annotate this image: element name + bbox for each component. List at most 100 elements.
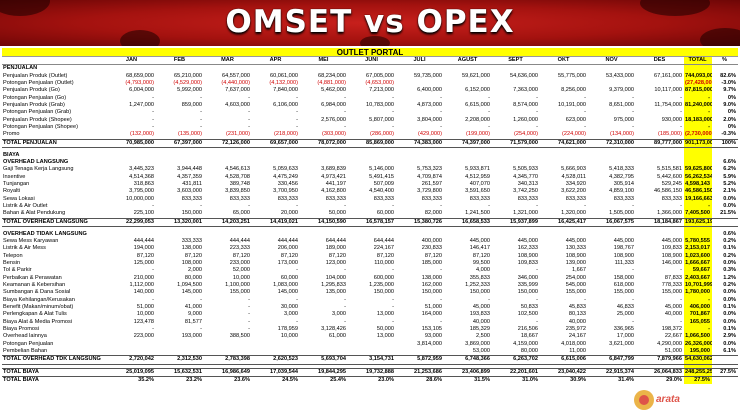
value-cell: 6,615,006 <box>540 355 588 365</box>
total-cell: 1,023,600 <box>684 252 712 260</box>
value-cell <box>636 65 684 73</box>
value-cell: - <box>248 203 250 210</box>
value-cell: 930,000 <box>661 116 682 123</box>
value-cell: 52,000 <box>232 267 250 274</box>
row-label: Perlengkapan & Alat Tulis <box>3 311 67 318</box>
total-cell: 18,183,000 <box>684 116 712 125</box>
value-cell <box>636 80 684 87</box>
value-cell: - <box>632 296 634 303</box>
total-cell: 87,815,000 <box>684 87 712 95</box>
total-cell: - <box>684 109 712 117</box>
value-cell: 4,514,368 <box>129 173 154 180</box>
value-cell: - <box>152 326 154 333</box>
value-cell: 4,512,959 <box>465 173 490 180</box>
table-row: OVERHEAD TIDAK LANGSUNG 0.6% <box>2 230 738 238</box>
value-cell: - <box>152 203 154 210</box>
value-cell: 3,000 <box>332 311 346 318</box>
column-header: % <box>712 57 738 66</box>
total-cell <box>684 151 712 159</box>
value-cell: 87,120 <box>280 252 298 259</box>
value-cell: 123,478 <box>133 318 154 325</box>
value-cell: - <box>200 326 202 333</box>
total-cell: (27,428,000) <box>684 80 712 88</box>
value-cell: - <box>632 318 634 325</box>
column-header: NOV <box>588 57 636 66</box>
value-cell: 5,505,933 <box>513 166 538 173</box>
value-cell: 5,418,333 <box>609 166 634 173</box>
value-cell: 1,235,000 <box>369 281 394 288</box>
value-cell: - <box>248 304 250 310</box>
column-header: JUNI <box>348 57 396 66</box>
value-cell: 445,000 <box>565 237 586 244</box>
value-cell: 1,100,000 <box>225 281 250 288</box>
value-cell: 833,333 <box>181 195 202 202</box>
portal-header: OUTLET PORTAL <box>2 48 738 57</box>
row-label: Penjualan Produk (Shopee) <box>3 116 72 123</box>
value-cell: 644,444 <box>373 237 394 244</box>
column-header: DES <box>636 57 684 66</box>
value-cell: 4,382,795 <box>609 173 634 180</box>
table-row <box>2 226 738 231</box>
row-label: Potongan Penjualan <box>3 340 54 347</box>
total-cell: 744,093,000 <box>684 72 712 81</box>
value-cell: 833,333 <box>277 195 298 202</box>
value-cell: 223,333 <box>229 245 250 252</box>
value-cell: 833,333 <box>517 195 538 202</box>
percent-cell: 0.0% <box>723 289 736 296</box>
value-cell: 51,000 <box>424 304 442 310</box>
table-row: Listrik & Air Outlet - - - - - - - - - - - - -0.0% <box>2 203 738 211</box>
value-cell: 16,067,575 <box>588 217 636 228</box>
value-cell: 59,735,000 <box>414 72 442 79</box>
value-cell: 110,000 <box>374 259 394 266</box>
value-cell: 444,444 <box>229 237 250 244</box>
table-row: TOTAL BIAYA 25,019,095 15,632,531 16,986,64… <box>2 367 738 378</box>
total-cell: 5,780,555 <box>684 237 712 246</box>
row-label: Potongan Penjualan (Grab) <box>3 109 72 116</box>
table-row: TOTAL OVERHEAD LANGSUNG 22,299,053 13,320,… <box>2 217 738 228</box>
value-cell: 108,900 <box>661 252 682 259</box>
row-label: Overhead lainnya <box>3 333 47 340</box>
total-cell: 165,055 <box>684 318 712 327</box>
percent-cell: 0.2% <box>723 281 736 288</box>
percent-cell: 0.1% <box>723 245 736 252</box>
value-cell: 150,000 <box>517 289 538 296</box>
total-cell: 19,166,663 <box>684 195 712 204</box>
value-cell: 185,000 <box>421 259 442 266</box>
value-cell <box>300 159 348 166</box>
value-cell <box>108 159 156 166</box>
value-cell: (199,000) <box>466 131 490 138</box>
value-cell: 64,557,000 <box>222 72 250 79</box>
value-cell: 17,039,544 <box>252 367 300 378</box>
title-banner: OMSET vs OPEX <box>0 0 740 46</box>
row-label: PENJUALAN <box>3 65 38 72</box>
value-cell: (4,440,000) <box>221 80 250 87</box>
percent-cell: 0.2% <box>723 252 736 259</box>
percent-cell <box>712 355 738 365</box>
value-cell: 1,667 <box>572 267 586 274</box>
total-cell: - <box>684 94 712 103</box>
value-cell: 3,128,426 <box>321 326 346 333</box>
value-cell: 235,972 <box>565 326 586 333</box>
value-cell: - <box>248 326 250 333</box>
value-cell: - <box>296 318 298 325</box>
table-row: Potongan Penjualan (Grab) - - - - - - - - - - - - -0% <box>2 109 738 117</box>
value-cell: - <box>392 318 394 325</box>
value-cell: 25,000 <box>616 311 634 318</box>
table-row: Benefit (Makan/minum/obat) 51,000 41,000 - 3… <box>2 304 738 312</box>
value-cell: 29.0% <box>666 377 682 384</box>
value-cell: - <box>440 296 442 303</box>
percent-cell: 6.1% <box>723 348 736 355</box>
row-label: Biaya Kehilangan/Kerusakan <box>3 296 75 303</box>
row-label: Benefit (Makan/minum/obat) <box>3 304 74 310</box>
table-row: OVERHEAD LANGSUNG 6.6% <box>2 158 738 167</box>
value-cell: - <box>344 267 346 274</box>
value-cell: - <box>632 203 634 210</box>
value-cell: - <box>536 94 538 101</box>
value-cell: 11,000 <box>569 348 586 355</box>
value-cell: 45,000 <box>664 304 682 310</box>
value-cell: 445,000 <box>469 237 490 244</box>
value-cell: 4,475,249 <box>273 173 298 180</box>
value-cell: 67,005,000 <box>366 72 394 79</box>
value-cell: 87,120 <box>328 252 346 259</box>
value-cell: 833,333 <box>469 195 490 202</box>
